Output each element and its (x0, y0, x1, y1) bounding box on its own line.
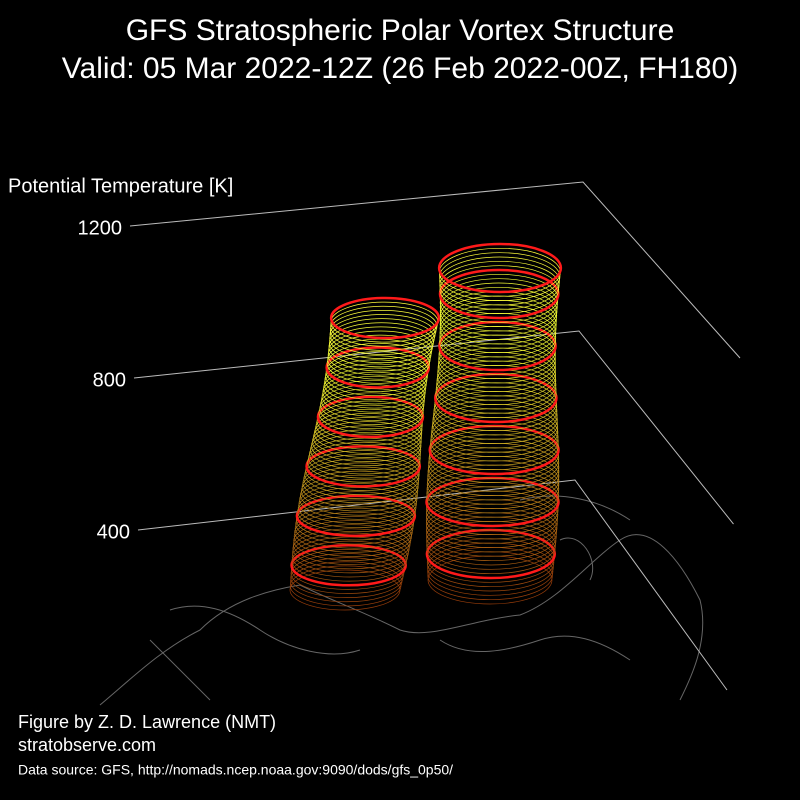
coastline (149, 495, 631, 701)
contour-highlight (305, 445, 422, 488)
contour (320, 384, 425, 425)
contour (291, 540, 407, 582)
contour (328, 322, 434, 364)
contour (439, 256, 560, 306)
contour (318, 392, 424, 434)
contour (325, 355, 428, 397)
contour (323, 367, 427, 409)
contour (330, 305, 438, 347)
z-axis-label: Potential Temperature [K] (8, 175, 233, 197)
contour (324, 359, 428, 401)
contour (321, 375, 426, 417)
contour (439, 265, 560, 315)
coastlines (99, 181, 741, 706)
contour-highlight (329, 296, 441, 340)
contour (311, 421, 422, 462)
contour (297, 487, 417, 528)
contour-highlight (295, 494, 417, 538)
contour (290, 549, 406, 590)
contour (439, 260, 560, 310)
chart-title: GFS Stratospheric Polar Vortex Structure (126, 14, 675, 47)
contour (322, 371, 426, 413)
contour (439, 282, 558, 332)
z-tick-label: 800 (93, 369, 126, 391)
contour (290, 553, 405, 594)
contour (293, 520, 412, 561)
contour (323, 363, 427, 405)
vortex (289, 242, 563, 611)
contour (320, 380, 425, 421)
contour (315, 404, 423, 446)
contour (325, 351, 429, 392)
z-tick-label: 1200 (78, 217, 123, 239)
contour (301, 466, 419, 508)
coastline (169, 605, 631, 661)
contour (294, 507, 414, 549)
contour-highlight (316, 395, 425, 439)
contour (300, 474, 418, 516)
contour (314, 408, 423, 450)
contour (304, 454, 420, 495)
contour (300, 470, 419, 512)
contour (297, 491, 416, 533)
contour (291, 536, 408, 578)
contour (293, 516, 412, 557)
z-tick-label: 400 (97, 521, 130, 543)
contour (294, 511, 413, 553)
contour-highlight (290, 544, 407, 587)
contour (312, 417, 422, 458)
grid-line (129, 181, 741, 359)
grid-line (137, 479, 728, 691)
contour (309, 433, 421, 475)
credit-author: Figure by Z. D. Lawrence (NMT) (18, 712, 276, 732)
contour (316, 400, 423, 442)
contour (330, 301, 439, 343)
contour-highlight (325, 346, 431, 389)
contour (319, 388, 424, 430)
contour-highlight (438, 268, 560, 320)
chart-subtitle: Valid: 05 Mar 2022-12Z (26 Feb 2022-00Z,… (62, 52, 738, 85)
contour (311, 425, 422, 467)
credit-source: Data source: GFS, http://nomads.ncep.noa… (18, 762, 453, 778)
credit-site: stratobserve.com (18, 735, 156, 755)
contour (308, 437, 421, 479)
contour (313, 413, 423, 454)
contour (303, 458, 420, 500)
contour (295, 499, 415, 541)
contour (290, 557, 404, 598)
contour (439, 252, 561, 302)
contour (326, 342, 430, 384)
contour (310, 429, 422, 471)
contour (307, 441, 421, 483)
contour (289, 569, 401, 611)
contour-highlight (437, 242, 563, 294)
contour (299, 478, 418, 520)
coastline (99, 534, 704, 706)
contour (298, 483, 417, 524)
contour (329, 310, 437, 351)
grid-line (133, 330, 734, 525)
contour (439, 278, 558, 328)
contour (295, 503, 415, 545)
contour (439, 286, 558, 336)
contour (327, 338, 431, 380)
contour (302, 462, 419, 504)
